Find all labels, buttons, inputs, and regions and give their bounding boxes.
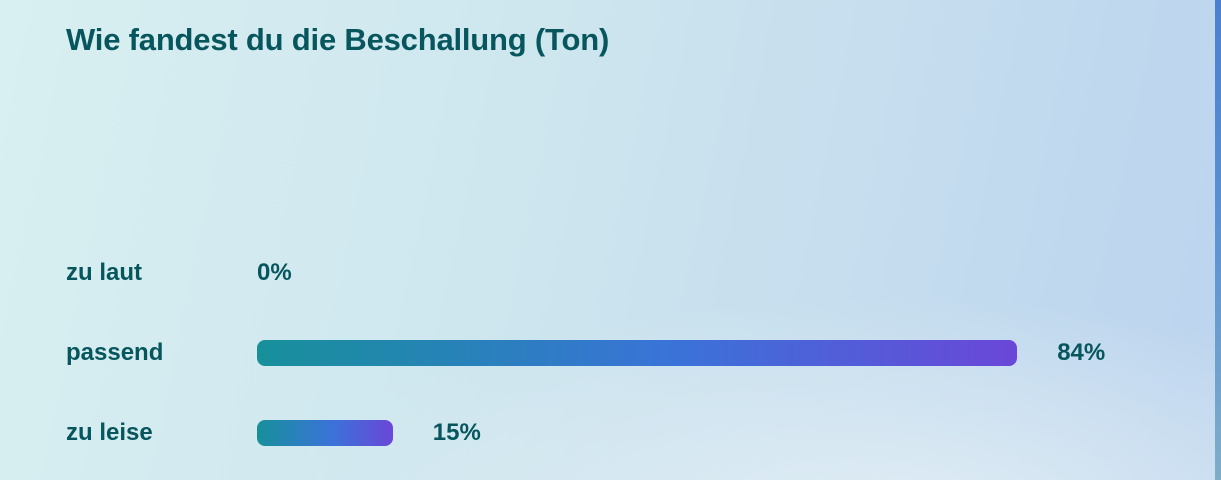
poll-option-row: zu leise 15% [66,413,1162,453]
poll-bar-track: 84% [257,339,1162,367]
poll-options-list: zu laut 0% passend 84% zu leise 15% [66,253,1162,480]
poll-bar-track: 15% [257,419,1162,447]
poll-result-bar [257,340,1018,366]
poll-option-label: passend [66,339,164,366]
poll-option-row: zu laut 0% [66,253,1162,293]
poll-result-percentage: 84% [1057,339,1106,366]
poll-option-label: zu laut [66,259,142,286]
poll-question-title: Wie fandest du die Beschallung (Ton) [66,22,610,57]
poll-option-row: passend 84% [66,333,1162,373]
poll-result-bar [257,420,393,446]
poll-result-percentage: 0% [257,259,292,286]
right-edge-divider [1215,0,1221,480]
poll-option-label: zu leise [66,419,153,446]
poll-bar-track: 0% [257,259,1162,287]
poll-result-percentage: 15% [432,419,481,446]
